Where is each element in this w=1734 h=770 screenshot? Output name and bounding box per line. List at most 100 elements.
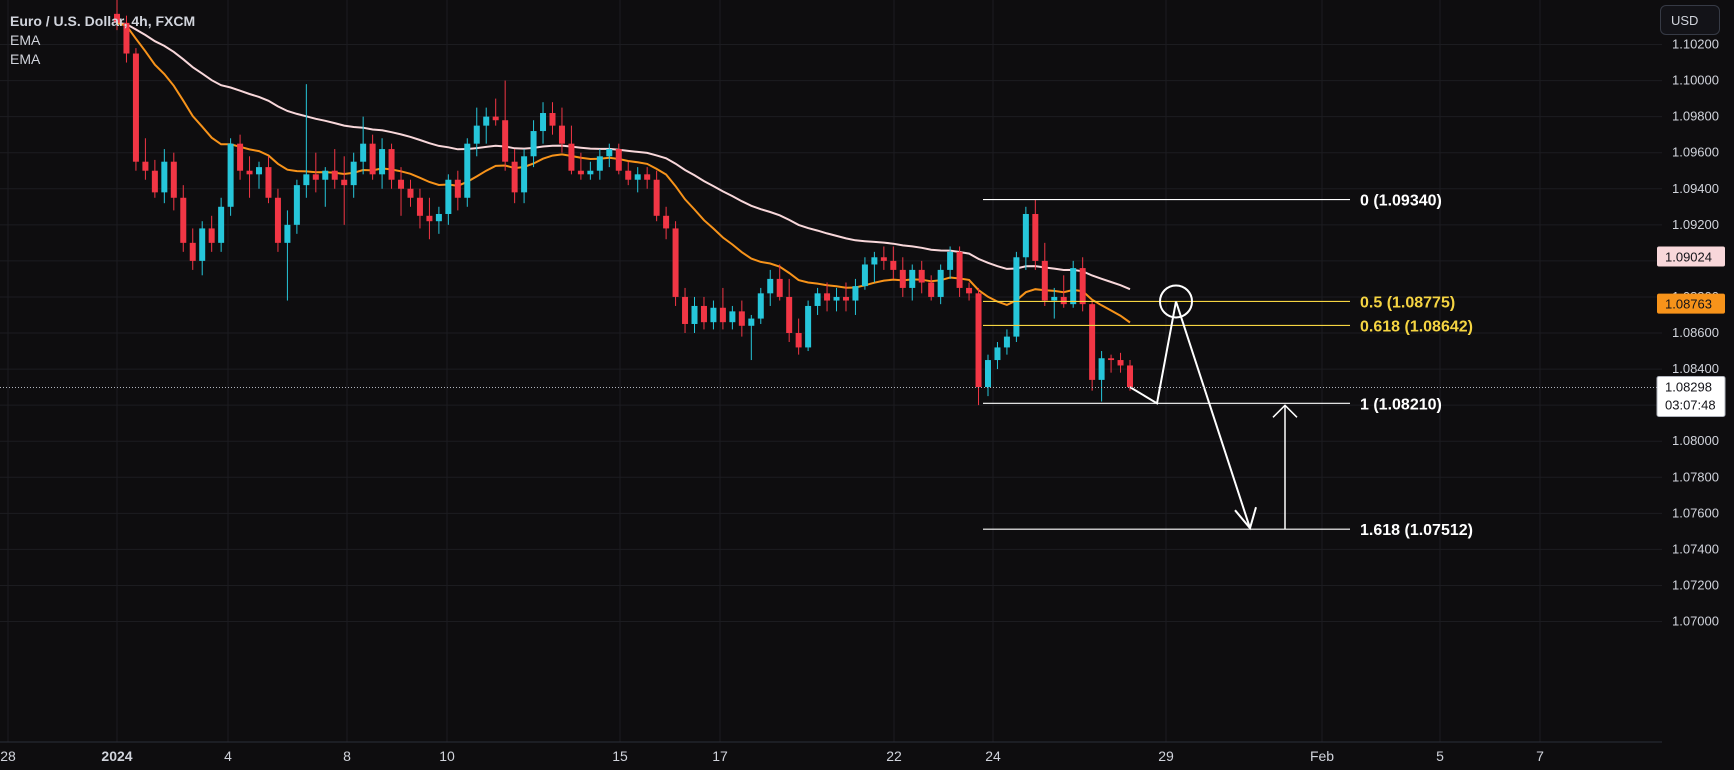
candle-body: [284, 224, 291, 243]
candle-body: [246, 170, 253, 175]
candle-body: [824, 293, 831, 301]
ema-indicator-label-1[interactable]: EMA: [10, 32, 41, 48]
candle-body: [587, 170, 594, 175]
candle: [246, 156, 253, 198]
y-tick-label: 1.08600: [1672, 325, 1719, 340]
candle: [984, 354, 991, 397]
candle-body: [1003, 336, 1010, 348]
candle-body: [132, 53, 139, 162]
candle-body: [672, 228, 679, 297]
candle: [237, 134, 244, 180]
candle: [606, 143, 613, 168]
candle-body: [738, 311, 745, 326]
projection-drawings[interactable]: [1129, 284, 1298, 531]
ema-indicator-label-2[interactable]: EMA: [10, 51, 41, 67]
candle: [1127, 360, 1133, 391]
candle: [502, 80, 509, 171]
candle-body: [700, 305, 707, 323]
time-axis[interactable]: 28 2024 4 8 10 15 17 22 24 29 Feb 5 7: [0, 741, 1662, 764]
x-tick-label: 4: [224, 748, 232, 764]
candle-body: [435, 213, 442, 222]
y-tick-label: 1.07600: [1672, 505, 1719, 520]
x-tick-label: 7: [1536, 748, 1544, 764]
candle-body: [1089, 304, 1096, 380]
candle-body: [1079, 268, 1086, 305]
candle: [757, 287, 764, 324]
candle-body: [757, 293, 764, 319]
projection-path-down[interactable]: [1175, 301, 1251, 529]
fib-level-label: 0.618 (1.08642): [1360, 318, 1473, 335]
candle: [435, 206, 442, 234]
candle-body: [947, 251, 954, 270]
candle: [151, 159, 158, 198]
candle: [521, 149, 528, 204]
candle: [634, 167, 641, 193]
symbol-title[interactable]: Euro / U.S. Dollar, 4h, FXCM: [10, 13, 196, 29]
y-tick-label: 1.07000: [1672, 614, 1719, 629]
candle: [379, 138, 386, 189]
candle-body: [719, 307, 726, 323]
candle-body: [360, 143, 367, 162]
arrow-head-down: [1234, 506, 1257, 531]
ema-fast-price-label-bg: [1657, 293, 1725, 314]
projection-path-up[interactable]: [1129, 301, 1177, 405]
candle: [398, 167, 405, 216]
candle-body: [256, 167, 263, 175]
last-price-bg: [1656, 375, 1726, 417]
candle-body: [899, 269, 906, 288]
candle: [1070, 260, 1077, 308]
candle: [937, 264, 944, 305]
candle: [1060, 275, 1067, 308]
target-circle[interactable]: [1159, 284, 1193, 319]
candle-body: [227, 143, 234, 207]
candle: [483, 107, 490, 144]
last-price-label: 1.08298 03:07:48: [1656, 375, 1726, 417]
candle: [710, 300, 717, 330]
candle-body: [558, 125, 565, 144]
candle-body: [407, 188, 414, 198]
price-axis[interactable]: 1.10200 1.10000 1.09800 1.09600 1.09400 1.092…: [1656, 37, 1726, 629]
candle: [1108, 354, 1115, 373]
candle: [274, 188, 281, 252]
candle: [123, 15, 130, 63]
candle: [644, 167, 651, 189]
candle: [700, 296, 707, 330]
x-tick-label: 22: [886, 748, 902, 764]
candle-body: [293, 185, 300, 225]
candle-body: [1117, 360, 1124, 366]
y-tick-label: 1.10000: [1672, 73, 1719, 88]
candle-body: [833, 296, 840, 301]
candle-body: [341, 179, 348, 186]
candle-body: [625, 170, 632, 180]
candle: [473, 107, 480, 157]
candle-body: [189, 242, 196, 261]
fib-extension-tool[interactable]: 0 (1.09340) 0.5 (1.08775) 0.618 (1.08642) 1…: [983, 193, 1473, 540]
candle: [1013, 251, 1020, 343]
candle: [180, 185, 187, 252]
candle-body: [975, 293, 982, 388]
candle-body: [909, 269, 916, 288]
ema-slow-price-label-bg: [1657, 246, 1725, 267]
candle-body: [606, 149, 613, 157]
candle: [114, 0, 120, 31]
arrow-head-up: [1272, 404, 1298, 418]
candle: [738, 300, 745, 337]
candle: [956, 246, 963, 297]
candle-body: [445, 179, 452, 214]
y-tick-label: 1.09800: [1672, 109, 1719, 124]
candle-body: [928, 282, 935, 297]
candle-body: [540, 113, 547, 132]
candle-body: [483, 116, 490, 126]
candle: [360, 116, 367, 175]
x-tick-label: 8: [343, 748, 351, 764]
candle: [511, 149, 518, 204]
y-tick-label: 1.08400: [1672, 361, 1719, 376]
x-tick-label: 28: [0, 748, 16, 764]
candle-body: [937, 269, 944, 297]
candle-body: [151, 170, 158, 193]
candle-body: [1108, 358, 1115, 361]
candle-body: [653, 179, 660, 216]
currency-button[interactable]: USD: [1660, 5, 1720, 35]
candle: [322, 167, 329, 207]
